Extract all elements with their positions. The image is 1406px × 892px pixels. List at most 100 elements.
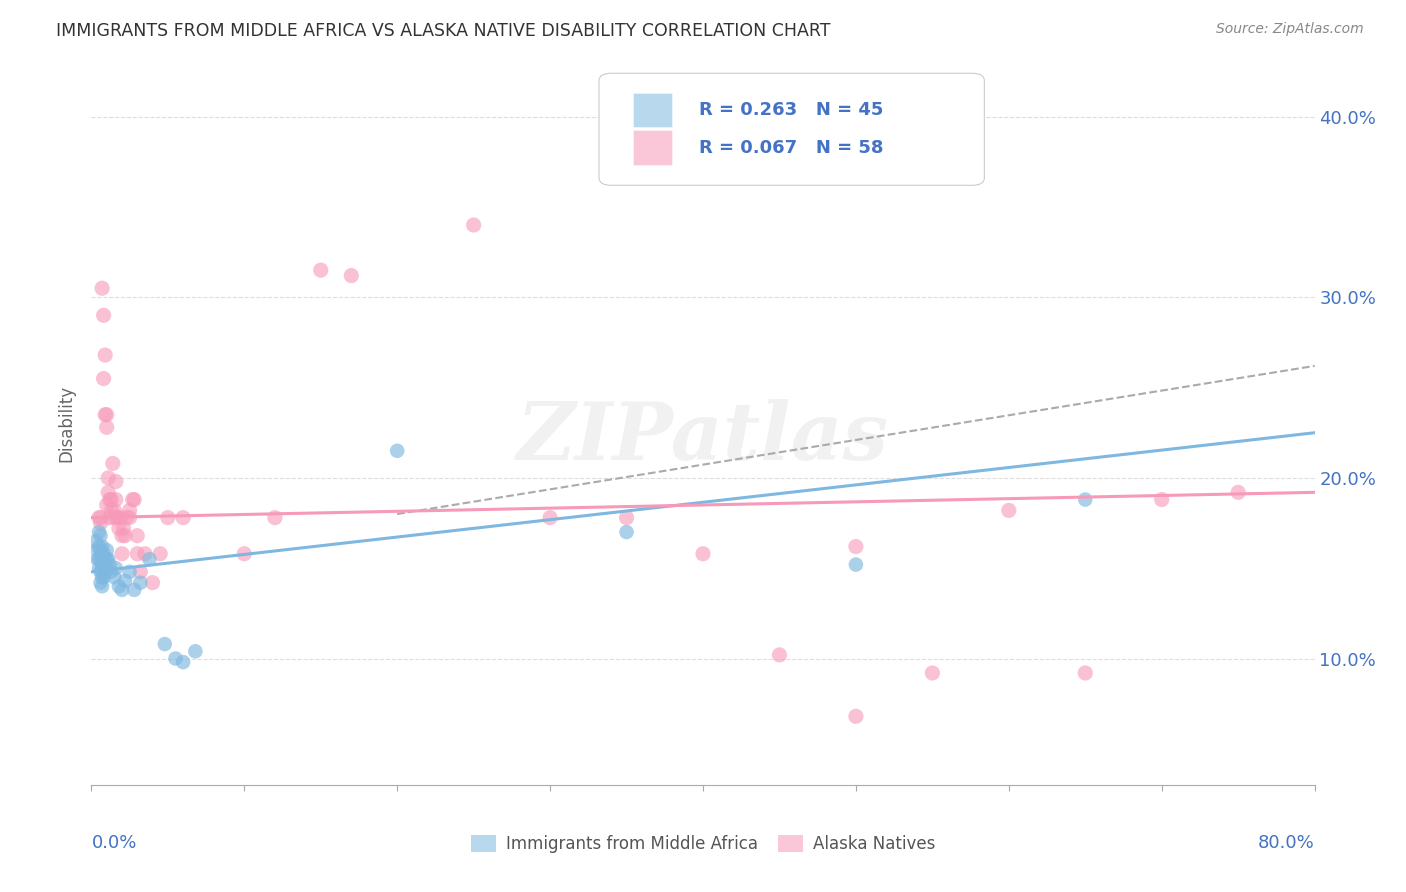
- Point: [104, 492, 127, 507]
- Point: [91, 281, 114, 295]
- Point: [90, 529, 112, 543]
- Point: [165, 651, 187, 665]
- Point: [94, 552, 117, 566]
- Point: [845, 558, 868, 572]
- Point: [1227, 485, 1250, 500]
- Point: [91, 549, 114, 563]
- Point: [90, 552, 112, 566]
- Point: [1074, 492, 1097, 507]
- FancyBboxPatch shape: [633, 130, 672, 165]
- Point: [112, 521, 135, 535]
- Point: [129, 575, 152, 590]
- Point: [93, 547, 115, 561]
- Point: [94, 348, 117, 362]
- Point: [96, 420, 118, 434]
- Point: [87, 561, 110, 575]
- Point: [111, 529, 134, 543]
- Point: [118, 565, 141, 579]
- Y-axis label: Disability: Disability: [58, 385, 76, 462]
- Point: [114, 529, 136, 543]
- FancyBboxPatch shape: [599, 73, 984, 186]
- Point: [98, 492, 121, 507]
- Point: [172, 655, 194, 669]
- Point: [127, 529, 149, 543]
- Point: [96, 408, 118, 422]
- Point: [122, 582, 145, 597]
- Point: [141, 575, 163, 590]
- Point: [108, 521, 131, 535]
- Point: [111, 582, 134, 597]
- Point: [97, 485, 120, 500]
- Point: [153, 637, 176, 651]
- Point: [111, 547, 134, 561]
- Point: [233, 547, 256, 561]
- Point: [93, 570, 115, 584]
- Point: [110, 510, 132, 524]
- Text: 80.0%: 80.0%: [1258, 834, 1315, 852]
- Point: [129, 565, 152, 579]
- Text: 0.0%: 0.0%: [91, 834, 136, 852]
- Text: ZIPatlas: ZIPatlas: [517, 400, 889, 477]
- Point: [90, 565, 112, 579]
- Text: Source: ZipAtlas.com: Source: ZipAtlas.com: [1216, 22, 1364, 37]
- Point: [264, 510, 287, 524]
- Point: [115, 510, 138, 524]
- Point: [118, 510, 141, 524]
- Point: [845, 540, 868, 554]
- Point: [94, 565, 117, 579]
- Legend: Immigrants from Middle Africa, Alaska Natives: Immigrants from Middle Africa, Alaska Na…: [464, 828, 942, 860]
- Point: [114, 574, 136, 588]
- Point: [96, 543, 118, 558]
- Point: [101, 457, 124, 471]
- Point: [121, 492, 143, 507]
- Point: [87, 524, 110, 539]
- Point: [138, 552, 160, 566]
- Point: [1150, 492, 1173, 507]
- Point: [87, 540, 110, 554]
- Point: [94, 408, 117, 422]
- Point: [100, 565, 122, 579]
- Point: [91, 579, 114, 593]
- Point: [90, 543, 112, 558]
- Point: [86, 552, 108, 566]
- Point: [156, 510, 179, 524]
- Point: [845, 709, 868, 723]
- Point: [998, 503, 1021, 517]
- Point: [105, 510, 128, 524]
- Point: [692, 547, 714, 561]
- Point: [104, 475, 127, 489]
- Point: [96, 498, 118, 512]
- FancyBboxPatch shape: [633, 93, 672, 128]
- Point: [172, 510, 194, 524]
- Point: [122, 492, 145, 507]
- Point: [86, 543, 108, 558]
- Point: [385, 443, 409, 458]
- Point: [96, 552, 118, 566]
- Point: [103, 503, 125, 517]
- Point: [91, 561, 114, 575]
- Point: [134, 547, 156, 561]
- Point: [340, 268, 363, 283]
- Point: [90, 510, 112, 524]
- Point: [184, 644, 207, 658]
- Point: [100, 492, 122, 507]
- Point: [100, 503, 122, 517]
- Point: [97, 552, 120, 566]
- Point: [921, 665, 943, 680]
- Point: [93, 309, 115, 323]
- Text: R = 0.263   N = 45: R = 0.263 N = 45: [699, 101, 884, 120]
- Point: [90, 516, 112, 530]
- Point: [616, 524, 638, 539]
- Point: [309, 263, 332, 277]
- Point: [104, 561, 127, 575]
- Point: [108, 579, 131, 593]
- Point: [91, 570, 114, 584]
- Point: [87, 510, 110, 524]
- Point: [84, 534, 107, 549]
- Point: [127, 547, 149, 561]
- Point: [98, 510, 121, 524]
- Point: [616, 510, 638, 524]
- Point: [463, 218, 485, 232]
- Point: [87, 552, 110, 566]
- Text: R = 0.067   N = 58: R = 0.067 N = 58: [699, 138, 884, 157]
